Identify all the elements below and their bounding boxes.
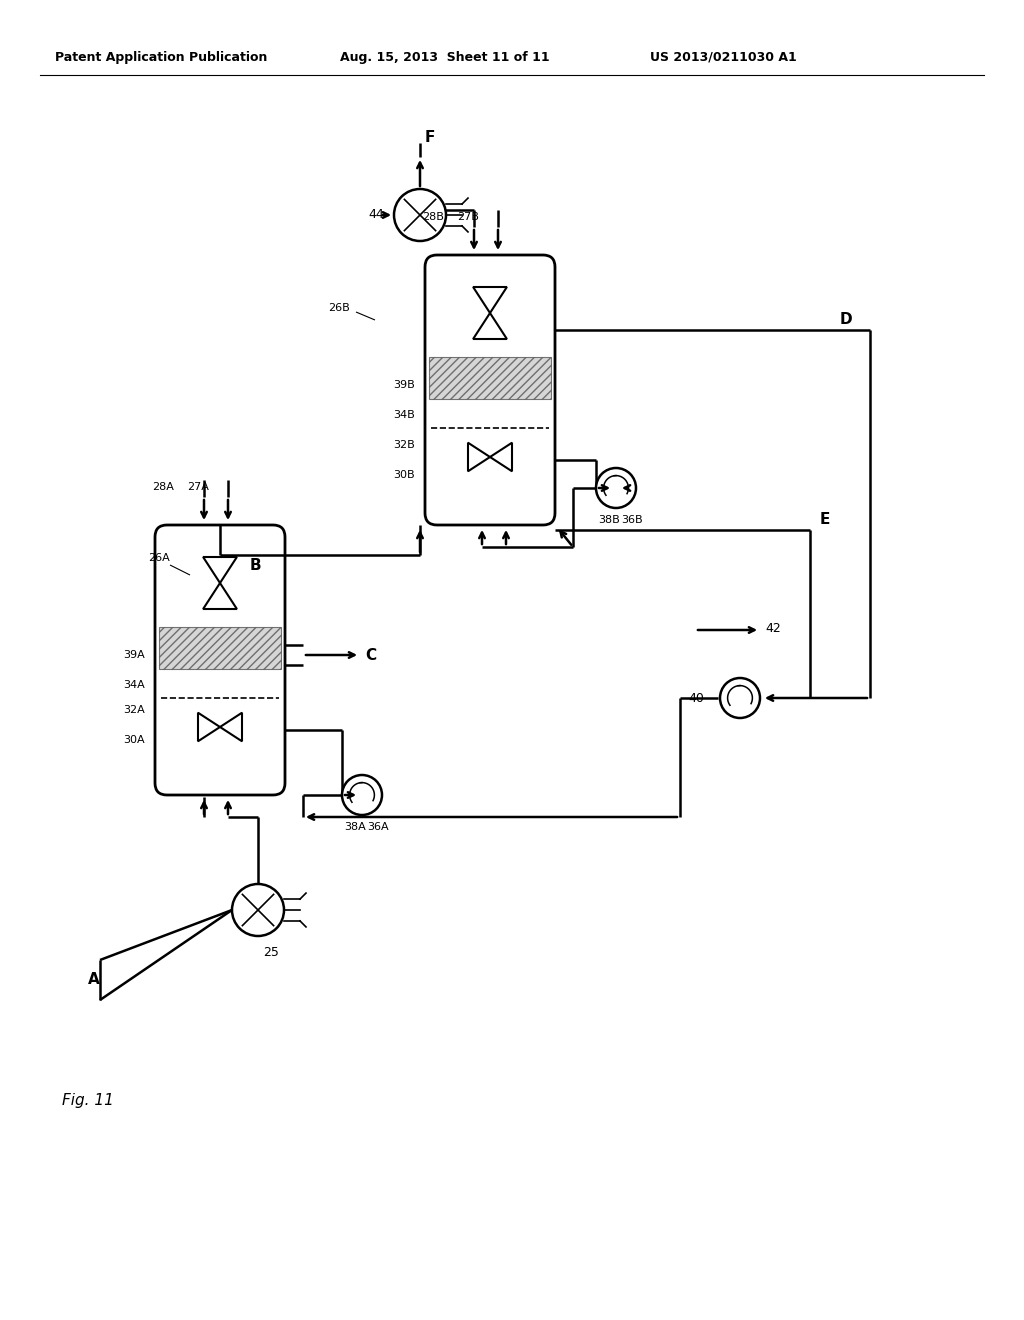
Text: 26B: 26B <box>328 304 350 313</box>
Text: F: F <box>425 129 435 144</box>
FancyBboxPatch shape <box>155 525 285 795</box>
Text: 32B: 32B <box>393 440 415 450</box>
Text: 28B: 28B <box>422 213 443 222</box>
Polygon shape <box>203 557 237 583</box>
Text: 27B: 27B <box>457 213 479 222</box>
Polygon shape <box>490 442 512 471</box>
Text: C: C <box>365 648 376 663</box>
Text: 30B: 30B <box>393 470 415 480</box>
Polygon shape <box>468 442 490 471</box>
Circle shape <box>596 469 636 508</box>
Polygon shape <box>473 286 507 313</box>
Text: US 2013/0211030 A1: US 2013/0211030 A1 <box>650 50 797 63</box>
Text: 34A: 34A <box>123 680 145 690</box>
Text: 39A: 39A <box>123 649 145 660</box>
Polygon shape <box>198 713 220 742</box>
Text: 26A: 26A <box>148 553 170 564</box>
Text: 40: 40 <box>688 692 703 705</box>
Circle shape <box>394 189 446 242</box>
Text: 38B: 38B <box>598 515 620 525</box>
Text: 25: 25 <box>263 945 279 958</box>
Text: 44: 44 <box>368 209 384 222</box>
Circle shape <box>342 775 382 814</box>
Text: 39B: 39B <box>393 380 415 389</box>
Text: 27A: 27A <box>187 482 209 492</box>
Text: 30A: 30A <box>123 735 145 744</box>
Text: Aug. 15, 2013  Sheet 11 of 11: Aug. 15, 2013 Sheet 11 of 11 <box>340 50 550 63</box>
Text: E: E <box>820 512 830 528</box>
Bar <box>429 356 551 399</box>
Text: 42: 42 <box>765 622 780 635</box>
Circle shape <box>720 678 760 718</box>
Text: 34B: 34B <box>393 411 415 420</box>
Text: B: B <box>250 557 261 573</box>
Text: 28A: 28A <box>152 482 174 492</box>
Circle shape <box>232 884 284 936</box>
Bar <box>159 627 281 669</box>
Text: Fig. 11: Fig. 11 <box>62 1093 114 1107</box>
Text: 36A: 36A <box>367 822 389 832</box>
Text: A: A <box>88 973 99 987</box>
Polygon shape <box>203 583 237 609</box>
Text: D: D <box>840 313 853 327</box>
Polygon shape <box>220 713 242 742</box>
Text: 32A: 32A <box>123 705 145 715</box>
Text: 36B: 36B <box>621 515 643 525</box>
FancyBboxPatch shape <box>425 255 555 525</box>
Text: 38A: 38A <box>344 822 366 832</box>
Text: Patent Application Publication: Patent Application Publication <box>55 50 267 63</box>
Polygon shape <box>473 313 507 339</box>
